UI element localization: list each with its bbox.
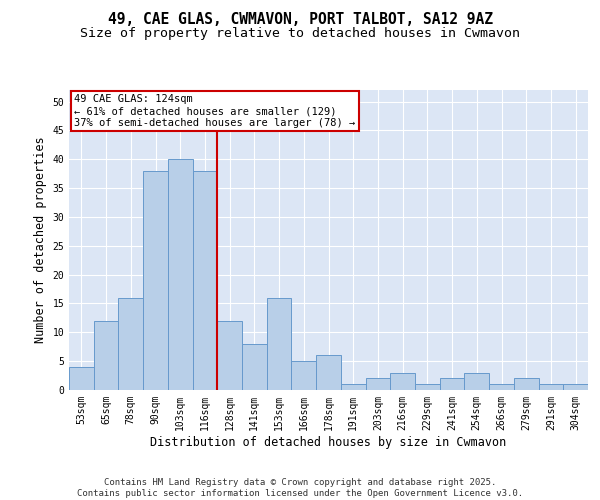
Bar xyxy=(464,372,489,390)
Bar xyxy=(514,378,539,390)
Bar xyxy=(440,378,464,390)
X-axis label: Distribution of detached houses by size in Cwmavon: Distribution of detached houses by size … xyxy=(151,436,506,448)
Y-axis label: Number of detached properties: Number of detached properties xyxy=(34,136,47,344)
Bar xyxy=(193,171,217,390)
Bar xyxy=(118,298,143,390)
Bar xyxy=(390,372,415,390)
Bar xyxy=(365,378,390,390)
Bar xyxy=(143,171,168,390)
Text: 49, CAE GLAS, CWMAVON, PORT TALBOT, SA12 9AZ: 49, CAE GLAS, CWMAVON, PORT TALBOT, SA12… xyxy=(107,12,493,28)
Bar xyxy=(267,298,292,390)
Text: Size of property relative to detached houses in Cwmavon: Size of property relative to detached ho… xyxy=(80,28,520,40)
Bar xyxy=(415,384,440,390)
Text: 49 CAE GLAS: 124sqm
← 61% of detached houses are smaller (129)
37% of semi-detac: 49 CAE GLAS: 124sqm ← 61% of detached ho… xyxy=(74,94,355,128)
Bar xyxy=(69,367,94,390)
Bar xyxy=(316,356,341,390)
Bar xyxy=(489,384,514,390)
Bar xyxy=(292,361,316,390)
Bar xyxy=(217,321,242,390)
Bar xyxy=(94,321,118,390)
Bar xyxy=(242,344,267,390)
Bar xyxy=(539,384,563,390)
Bar xyxy=(341,384,365,390)
Bar xyxy=(168,159,193,390)
Text: Contains HM Land Registry data © Crown copyright and database right 2025.
Contai: Contains HM Land Registry data © Crown c… xyxy=(77,478,523,498)
Bar xyxy=(563,384,588,390)
